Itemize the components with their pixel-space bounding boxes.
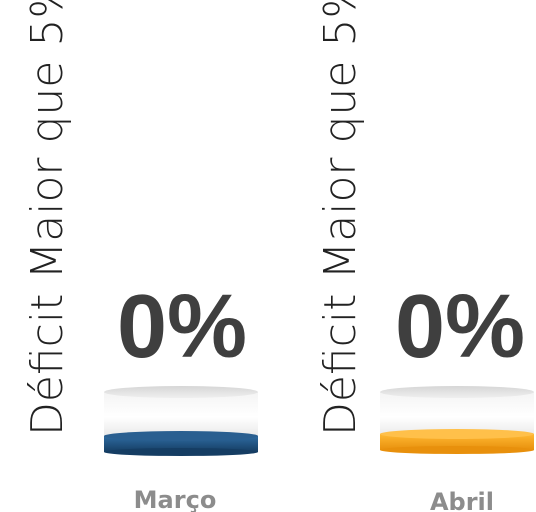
category-label-marco: Março xyxy=(134,486,217,512)
panel-abril: Déficit Maior que 5% 0% Abril xyxy=(315,0,534,512)
panel-marco: Déficit Maior que 5% 0% Março xyxy=(22,0,258,512)
bar-base-marco xyxy=(104,448,258,456)
panel-label-abril: Déficit Maior que 5% xyxy=(315,0,366,436)
cylinder-top-marco xyxy=(104,386,258,398)
bar-top-abril xyxy=(380,429,534,439)
category-label-abril: Abril xyxy=(430,488,494,512)
bar-top-marco xyxy=(104,431,258,441)
value-label-abril: 0% xyxy=(395,277,525,377)
cylinder-top-abril xyxy=(380,386,534,398)
value-label-marco: 0% xyxy=(117,277,247,377)
bar-base-abril xyxy=(380,446,534,454)
panel-label-marco: Déficit Maior que 5% xyxy=(22,0,73,436)
